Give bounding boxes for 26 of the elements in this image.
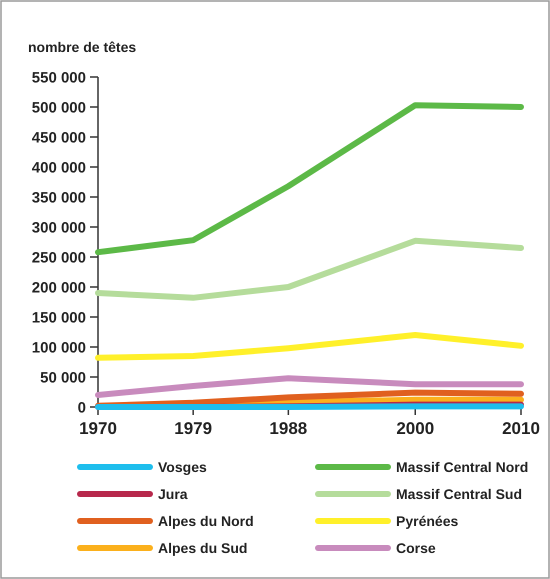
- y-tick-label: 100 000: [32, 339, 86, 356]
- y-tick-label: 450 000: [32, 129, 86, 146]
- y-tick-label: 0: [78, 399, 86, 416]
- y-tick-label: 500 000: [32, 99, 86, 116]
- y-axis-title: nombre de têtes: [28, 39, 136, 55]
- x-tick-label: 1988: [269, 419, 308, 438]
- y-tick-label: 350 000: [32, 189, 86, 206]
- x-tick-label: 2010: [502, 419, 540, 438]
- legend-label: Pyrénées: [396, 512, 458, 529]
- y-tick-label: 150 000: [32, 309, 86, 326]
- legend-label: Massif Central Sud: [396, 486, 522, 502]
- legend-label: Massif Central Nord: [396, 458, 528, 475]
- y-tick-label: 50 000: [40, 369, 86, 386]
- x-tick-label: 2000: [396, 419, 434, 438]
- x-tick-label: 1970: [79, 419, 117, 438]
- legend-label: Vosges: [158, 458, 207, 475]
- x-tick-label: 1979: [174, 419, 212, 438]
- legend-label: Corse: [396, 540, 436, 556]
- legend-label: Alpes du Sud: [158, 540, 248, 556]
- legend-label: Alpes du Nord: [158, 512, 254, 529]
- y-tick-label: 400 000: [32, 159, 86, 176]
- legend-label: Jura: [158, 486, 188, 502]
- y-tick-label: 550 000: [32, 69, 86, 86]
- y-tick-label: 300 000: [32, 219, 86, 236]
- y-tick-label: 200 000: [32, 279, 86, 296]
- y-tick-label: 250 000: [32, 249, 86, 266]
